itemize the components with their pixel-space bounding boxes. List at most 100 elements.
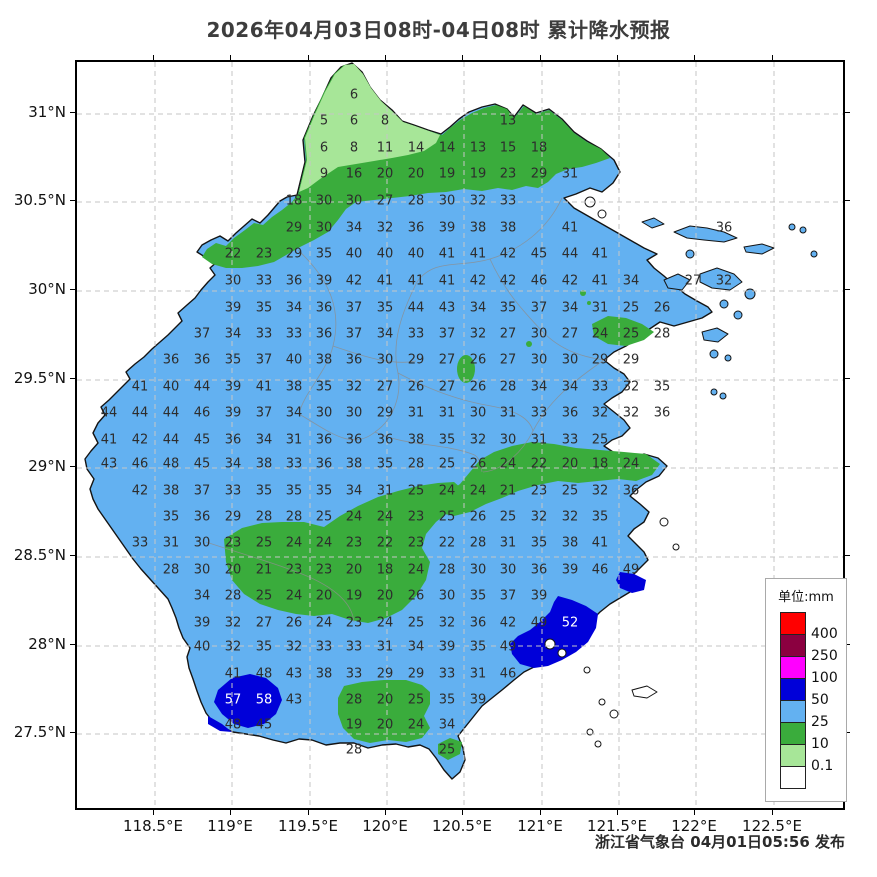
precip-value: 42 (499, 246, 517, 262)
y-axis-label: 29.5°N (13, 369, 66, 387)
precip-value: 31 (376, 483, 394, 499)
precip-value: 32 (285, 639, 303, 655)
legend-swatch (780, 766, 806, 789)
precip-value: 25 (622, 326, 640, 342)
precip-value: 16 (345, 166, 363, 182)
precip-value: 30 (469, 562, 487, 578)
precip-value: 28 (224, 588, 242, 604)
value-labels-layer: 6 5 6 8 13 6 8 11 14 14 13 15 18 9 16 20 20 19 19 23 29 31 18 3… (77, 62, 843, 808)
precip-value: 29 (407, 666, 425, 682)
tick-mark (385, 55, 386, 60)
district-boundary (374, 431, 483, 473)
precip-value: 27 (376, 379, 394, 395)
precip-value: 38 (407, 432, 425, 448)
precip-zone-10-25-tip (438, 738, 462, 760)
precip-value: 30 (376, 352, 394, 368)
precip-value: 41 (591, 535, 609, 551)
legend-swatch (780, 656, 806, 679)
tick-mark (772, 55, 773, 60)
precip-value: 20 (376, 166, 394, 182)
island (641, 217, 665, 229)
precip-value: 14 (438, 140, 456, 156)
precip-value: 39 (561, 562, 579, 578)
precip-value: 42 (345, 273, 363, 289)
legend-swatch (780, 744, 806, 767)
island (733, 310, 743, 320)
precip-value: 33 (345, 666, 363, 682)
precip-value: 30 (530, 326, 548, 342)
island (710, 388, 718, 396)
island-white (583, 666, 591, 674)
precip-value: 26 (407, 588, 425, 604)
precip-value: 36 (622, 483, 640, 499)
precip-value: 34 (285, 405, 303, 421)
precip-value: 35 (285, 483, 303, 499)
island-white (672, 543, 680, 551)
precip-zone-10-25-south (224, 482, 468, 623)
precip-value: 37 (193, 483, 211, 499)
precip-zone-50-100-sw (214, 674, 282, 728)
precip-value: 34 (345, 220, 363, 236)
precip-value: 41 (469, 246, 487, 262)
precip-value: 34 (561, 300, 579, 316)
tick-mark (845, 732, 850, 733)
precip-value: 39 (224, 405, 242, 421)
island (743, 243, 775, 255)
island (699, 267, 743, 291)
precip-value: 36 (345, 432, 363, 448)
precip-value: 33 (255, 326, 273, 342)
tick-mark (845, 378, 850, 379)
precip-value: 35 (469, 588, 487, 604)
precip-value: 42 (561, 273, 579, 289)
precip-value: 30 (561, 352, 579, 368)
tick-mark (462, 55, 463, 60)
island (719, 392, 727, 400)
precip-value: 44 (162, 432, 180, 448)
precip-value: 45 (530, 246, 548, 262)
x-axis-label: 121.5°E (587, 817, 647, 835)
precip-value: 57 (224, 692, 242, 708)
precip-value: 38 (162, 483, 180, 499)
district-boundary (489, 258, 605, 361)
island (799, 226, 807, 234)
island (788, 223, 796, 231)
precip-value: 33 (224, 483, 242, 499)
precip-value: 34 (530, 379, 548, 395)
island (663, 273, 691, 291)
precip-value: 22 (438, 535, 456, 551)
tick-mark (540, 55, 541, 60)
precip-value: 38 (315, 352, 333, 368)
precip-value: 46 (530, 273, 548, 289)
precip-value: 23 (345, 535, 363, 551)
precip-value: 32 (224, 639, 242, 655)
precip-value: 30 (315, 405, 333, 421)
precip-value: 41 (407, 273, 425, 289)
precip-value: 27 (438, 379, 456, 395)
precip-value: 41 (376, 273, 394, 289)
precip-value: 35 (653, 379, 671, 395)
precip-value: 36 (224, 432, 242, 448)
precip-value: 36 (530, 562, 548, 578)
precip-value: 15 (499, 140, 517, 156)
district-boundary (397, 372, 534, 432)
precip-value: 29 (285, 220, 303, 236)
precip-value: 27 (684, 273, 702, 289)
precip-value: 41 (255, 379, 273, 395)
precip-value: 30 (345, 193, 363, 209)
precip-value: 34 (193, 588, 211, 604)
precip-value: 25 (255, 535, 273, 551)
precip-value: 37 (193, 326, 211, 342)
precip-value: 31 (438, 405, 456, 421)
precip-value: 34 (224, 326, 242, 342)
y-axis-label: 30°N (28, 280, 66, 298)
precip-value: 41 (438, 273, 456, 289)
tick-mark (70, 200, 75, 201)
precip-value: 9 (319, 166, 329, 182)
precip-value: 29 (407, 352, 425, 368)
precip-value: 21 (499, 483, 517, 499)
precip-value: 19 (345, 588, 363, 604)
tick-mark (70, 732, 75, 733)
y-axis-label: 27.5°N (13, 723, 66, 741)
tick-mark (694, 55, 695, 60)
precip-value: 31 (469, 666, 487, 682)
